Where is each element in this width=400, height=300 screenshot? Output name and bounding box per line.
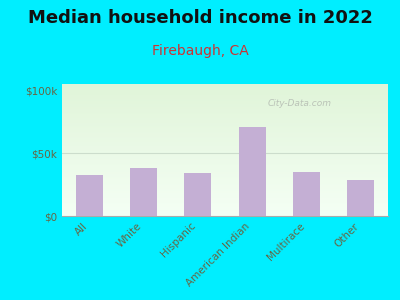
Bar bbox=[184, 173, 212, 216]
Bar bbox=[238, 127, 266, 216]
Text: City-Data.com: City-Data.com bbox=[268, 99, 332, 108]
Text: Firebaugh, CA: Firebaugh, CA bbox=[152, 44, 248, 58]
Bar bbox=[347, 179, 374, 216]
Bar bbox=[76, 175, 103, 216]
Bar bbox=[293, 172, 320, 216]
Bar bbox=[130, 168, 157, 216]
Text: Median household income in 2022: Median household income in 2022 bbox=[28, 9, 372, 27]
